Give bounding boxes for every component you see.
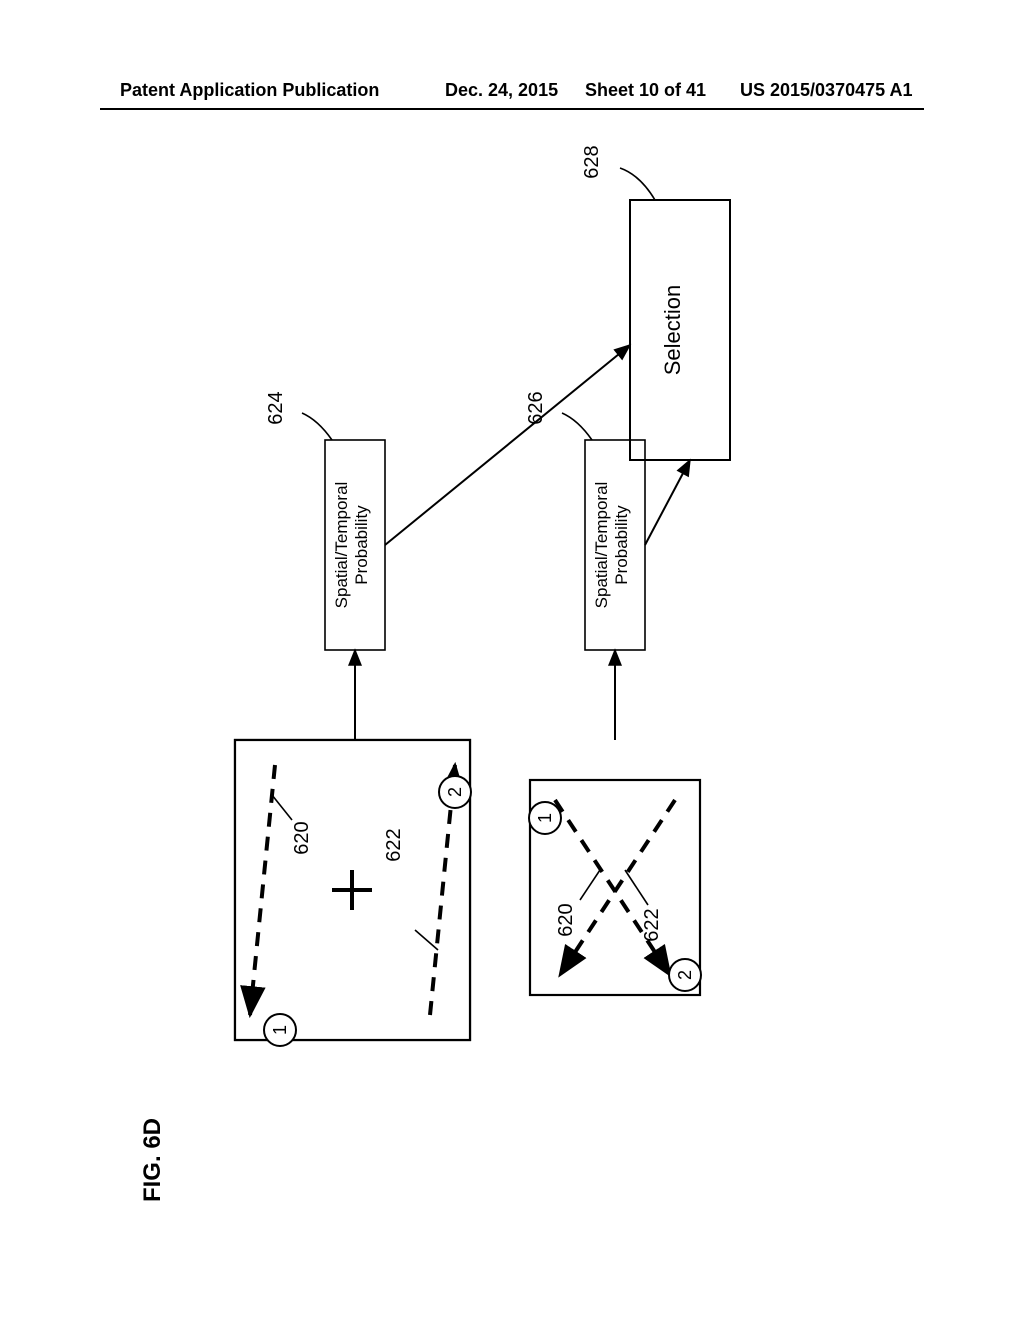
selection-label: Selection	[660, 285, 685, 376]
svg-text:620: 620	[291, 821, 313, 854]
prob-top-line1: Spatial/Temporal	[332, 482, 351, 609]
svg-text:1: 1	[535, 813, 555, 823]
header-sheet: Sheet 10 of 41	[585, 80, 706, 101]
top-touch-diagonals: 1 2 620 622	[235, 740, 471, 1046]
ref-624: 624	[265, 391, 287, 424]
prob-bottom-line2: Probability	[612, 505, 631, 585]
svg-text:622: 622	[383, 828, 405, 861]
ref-624-leader	[302, 413, 332, 440]
ref-628: 628	[581, 145, 603, 178]
svg-text:2: 2	[445, 787, 465, 797]
figure-label: FIG. 6D	[139, 1118, 166, 1202]
ref-628-leader	[620, 168, 655, 200]
svg-text:620: 620	[555, 903, 577, 936]
ref-626: 626	[525, 391, 547, 424]
figure-svg: Selection 628 Spatial/Temporal Probabili…	[100, 130, 924, 1230]
header-rule	[100, 108, 924, 110]
svg-text:1: 1	[270, 1025, 290, 1035]
header-date: Dec. 24, 2015	[445, 80, 558, 101]
prob-bottom-line1: Spatial/Temporal	[592, 482, 611, 609]
page: Patent Application Publication Dec. 24, …	[0, 0, 1024, 1320]
ref-626-leader	[562, 413, 592, 440]
prob-top-line2: Probability	[352, 505, 371, 585]
svg-text:622: 622	[641, 908, 663, 941]
prob-bottom-to-selection-arrow	[645, 460, 690, 545]
header-publication: Patent Application Publication	[120, 80, 379, 101]
svg-text:2: 2	[675, 970, 695, 980]
bottom-touch-box: 1 2 620 622	[529, 780, 701, 995]
header-pubno: US 2015/0370475 A1	[740, 80, 912, 101]
